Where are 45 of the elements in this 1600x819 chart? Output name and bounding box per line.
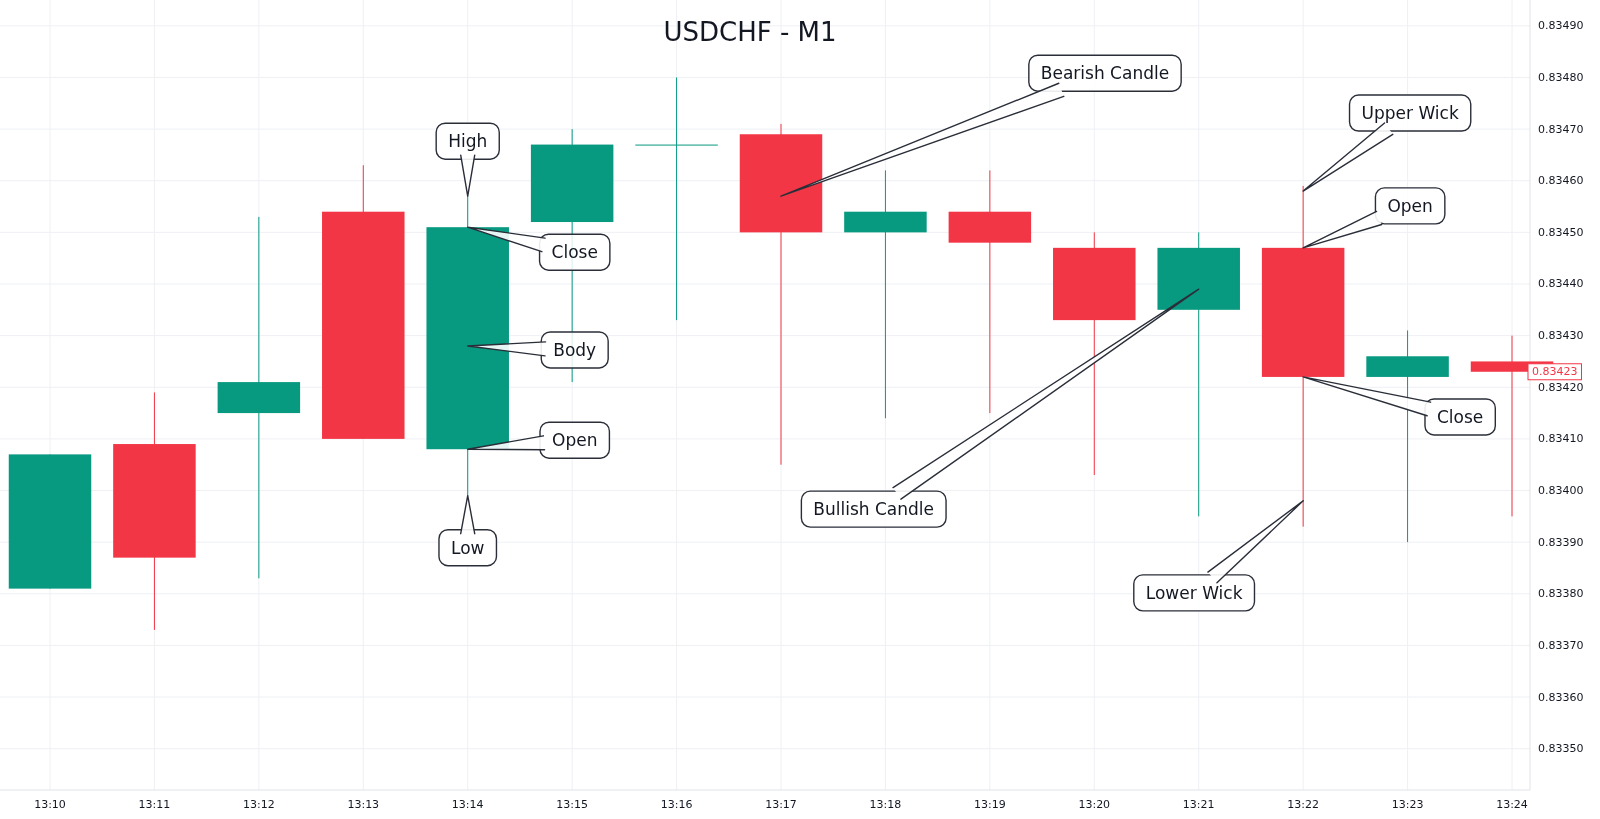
annotation: Open bbox=[552, 430, 598, 451]
y-tick-label: 0.83470 bbox=[1538, 122, 1584, 136]
y-tick-label: 0.83430 bbox=[1538, 329, 1584, 343]
x-tick-label: 13:17 bbox=[765, 797, 797, 811]
y-tick-label: 0.83350 bbox=[1538, 742, 1584, 756]
x-tick-label: 13:12 bbox=[243, 797, 275, 811]
x-tick-label: 13:14 bbox=[451, 797, 484, 811]
x-tick-label: 13:16 bbox=[660, 797, 693, 811]
x-tick-label: 13:21 bbox=[1182, 797, 1215, 811]
y-tick-label: 0.83450 bbox=[1538, 225, 1584, 239]
x-tick-label: 13:19 bbox=[974, 797, 1006, 811]
annotation: High bbox=[448, 131, 488, 152]
y-tick-label: 0.83400 bbox=[1538, 484, 1584, 498]
y-tick-label: 0.83490 bbox=[1538, 19, 1584, 33]
x-tick-label: 13:20 bbox=[1078, 797, 1111, 811]
x-tick-label: 13:22 bbox=[1287, 797, 1319, 811]
annotation: Close bbox=[1436, 406, 1484, 427]
y-tick-label: 0.83360 bbox=[1538, 690, 1584, 704]
y-tick-label: 0.83390 bbox=[1538, 535, 1584, 549]
annotation: Body bbox=[553, 339, 597, 360]
candlestick bbox=[635, 76, 718, 321]
annotation: Open bbox=[1387, 195, 1433, 216]
y-tick-label: 0.83380 bbox=[1538, 587, 1584, 601]
annotation: Bearish Candle bbox=[1040, 63, 1170, 84]
x-tick-label: 13:13 bbox=[347, 797, 380, 811]
y-tick-label: 0.83460 bbox=[1538, 174, 1584, 188]
annotation: Upper Wick bbox=[1361, 103, 1459, 124]
y-tick-label: 0.83480 bbox=[1538, 70, 1584, 84]
text: USDCHF - M1 bbox=[663, 17, 837, 47]
y-tick-label: 0.83370 bbox=[1538, 638, 1584, 652]
annotation: 0.83423 bbox=[1532, 365, 1578, 379]
y-tick-label: 0.83410 bbox=[1538, 432, 1584, 446]
y-tick-label: 0.83440 bbox=[1538, 277, 1584, 291]
x-tick-label: 13:11 bbox=[138, 797, 171, 811]
x-tick-label: 13:10 bbox=[34, 797, 66, 811]
y-tick-label: 0.83420 bbox=[1538, 380, 1584, 394]
candlestick bbox=[844, 169, 927, 419]
x-tick-label: 13:24 bbox=[1496, 797, 1528, 811]
annotation: Lower Wick bbox=[1145, 582, 1243, 603]
annotation: Low bbox=[450, 537, 485, 558]
annotation: Close bbox=[551, 242, 598, 263]
annotation: Bullish Candle bbox=[813, 499, 935, 520]
x-tick-label: 13:18 bbox=[869, 797, 902, 811]
x-tick-label: 13:15 bbox=[556, 797, 588, 811]
x-tick-label: 13:23 bbox=[1391, 797, 1424, 811]
